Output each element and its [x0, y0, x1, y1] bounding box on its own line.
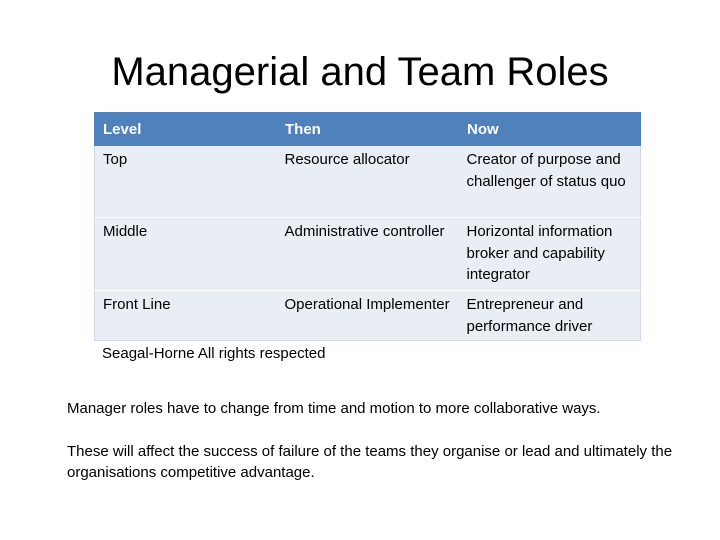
body-paragraph: Manager roles have to change from time a… — [67, 400, 601, 417]
header-then: Then — [276, 112, 459, 146]
cell-now: Horizontal information broker and capabi… — [458, 217, 641, 291]
cell-then: Resource allocator — [276, 145, 459, 218]
cell-now: Entrepreneur and performance driver — [458, 290, 641, 341]
body-text: Manager roles have to change from time a… — [67, 398, 717, 505]
cell-then: Administrative controller — [276, 217, 459, 291]
table-caption: Seagal-Horne All rights respected — [102, 345, 326, 362]
cell-then: Operational Implementer — [276, 290, 459, 341]
table-row: Top Resource allocator Creator of purpos… — [94, 145, 641, 218]
header-level: Level — [94, 112, 277, 146]
table-row: Middle Administrative controller Horizon… — [94, 217, 641, 291]
table-header-row: Level Then Now — [94, 112, 641, 146]
cell-level: Middle — [94, 217, 277, 291]
roles-table: Level Then Now Top Resource allocator Cr… — [94, 112, 641, 341]
header-now: Now — [458, 112, 641, 146]
slide-title: Managerial and Team Roles — [111, 50, 609, 94]
table-row: Front Line Operational Implementer Entre… — [94, 290, 641, 341]
body-paragraph: These will affect the success of failure… — [67, 442, 673, 482]
cell-level: Top — [94, 145, 277, 218]
cell-level: Front Line — [94, 290, 277, 341]
cell-now: Creator of purpose and challenger of sta… — [458, 145, 641, 218]
